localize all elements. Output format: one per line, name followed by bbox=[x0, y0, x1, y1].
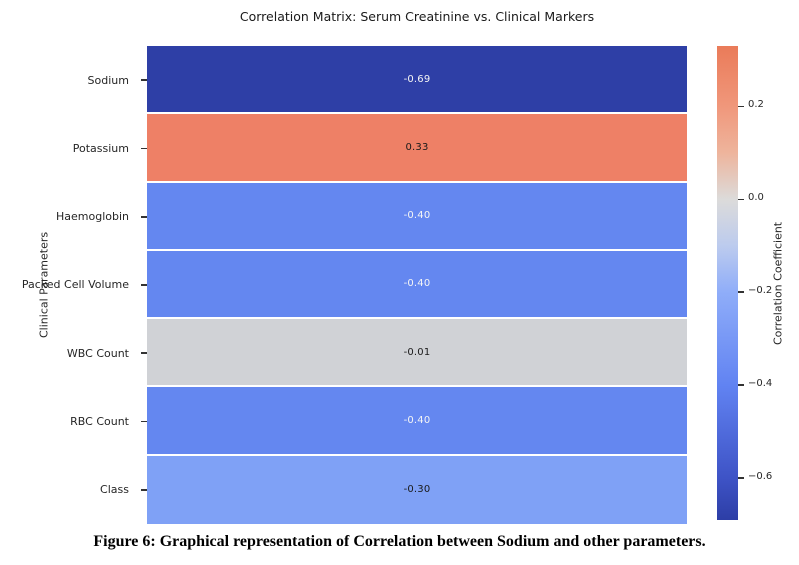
colorbar-axis-label: Correlation Coefficient bbox=[771, 221, 785, 345]
y-tick-label: Sodium bbox=[87, 73, 129, 87]
cell-value: -0.30 bbox=[403, 484, 431, 496]
heatmap-cell-class: -0.30 bbox=[147, 455, 687, 524]
chart-title: Correlation Matrix: Serum Creatinine vs.… bbox=[239, 9, 595, 24]
y-tick-mark bbox=[141, 420, 147, 423]
colorbar-tick-mark bbox=[738, 105, 744, 108]
y-tick-label: Potassium bbox=[72, 141, 129, 155]
y-tick-label: Haemoglobin bbox=[55, 210, 129, 224]
colorbar-tick-mark bbox=[738, 291, 744, 294]
y-tick-mark bbox=[141, 489, 147, 491]
heatmap-cell-potassium: 0.33 bbox=[147, 114, 687, 181]
colorbar-tick-label: 0.2 bbox=[748, 99, 764, 111]
y-tick-mark bbox=[141, 147, 147, 150]
heatmap-cell-haemoglobin: -0.40 bbox=[147, 182, 687, 249]
y-tick-mark bbox=[141, 215, 147, 218]
figure-caption: Figure 6: Graphical representation of Co… bbox=[93, 533, 706, 550]
heatmap-cell-wbc-count: -0.01 bbox=[147, 319, 687, 386]
colorbar: 0.2 0.0 −0.2 −0.4 −0.6 bbox=[717, 46, 772, 520]
colorbar-tick-label: −0.4 bbox=[748, 378, 773, 390]
heatmap-cell-packed-cell-volume: -0.40 bbox=[147, 250, 687, 318]
y-tick-label: Class bbox=[100, 483, 129, 497]
heatmap-grid: -0.69 0.33 -0.40 -0.40 -0.01 -0.40 -0.30 bbox=[147, 46, 687, 524]
y-tick-mark bbox=[141, 79, 147, 81]
y-tick-label: RBC Count bbox=[70, 415, 129, 429]
cell-value: -0.69 bbox=[403, 73, 431, 85]
colorbar-tick-label: 0.0 bbox=[748, 192, 764, 204]
cell-value: -0.40 bbox=[403, 210, 431, 222]
colorbar-tick-label: −0.6 bbox=[748, 471, 773, 483]
y-tick-label: Packed Cell Volume bbox=[21, 278, 129, 292]
heatmap-cell-rbc-count: -0.40 bbox=[147, 387, 687, 454]
cell-value: -0.40 bbox=[403, 278, 431, 290]
y-tick-label: WBC Count bbox=[66, 346, 129, 360]
colorbar-tick-mark bbox=[738, 384, 744, 387]
cell-value: -0.40 bbox=[403, 415, 431, 427]
heatmap-cell-sodium: -0.69 bbox=[147, 46, 687, 113]
cell-value: 0.33 bbox=[405, 141, 429, 153]
y-axis-tick-labels: Sodium Potassium Haemoglobin Packed Cell Vo… bbox=[0, 0, 147, 565]
colorbar-tick-mark bbox=[738, 198, 744, 201]
y-tick-mark bbox=[141, 284, 147, 286]
cell-value: -0.01 bbox=[403, 346, 431, 358]
y-tick-mark bbox=[141, 352, 147, 355]
colorbar-tick-mark bbox=[738, 477, 744, 479]
colorbar-tick-label: −0.2 bbox=[748, 285, 773, 297]
